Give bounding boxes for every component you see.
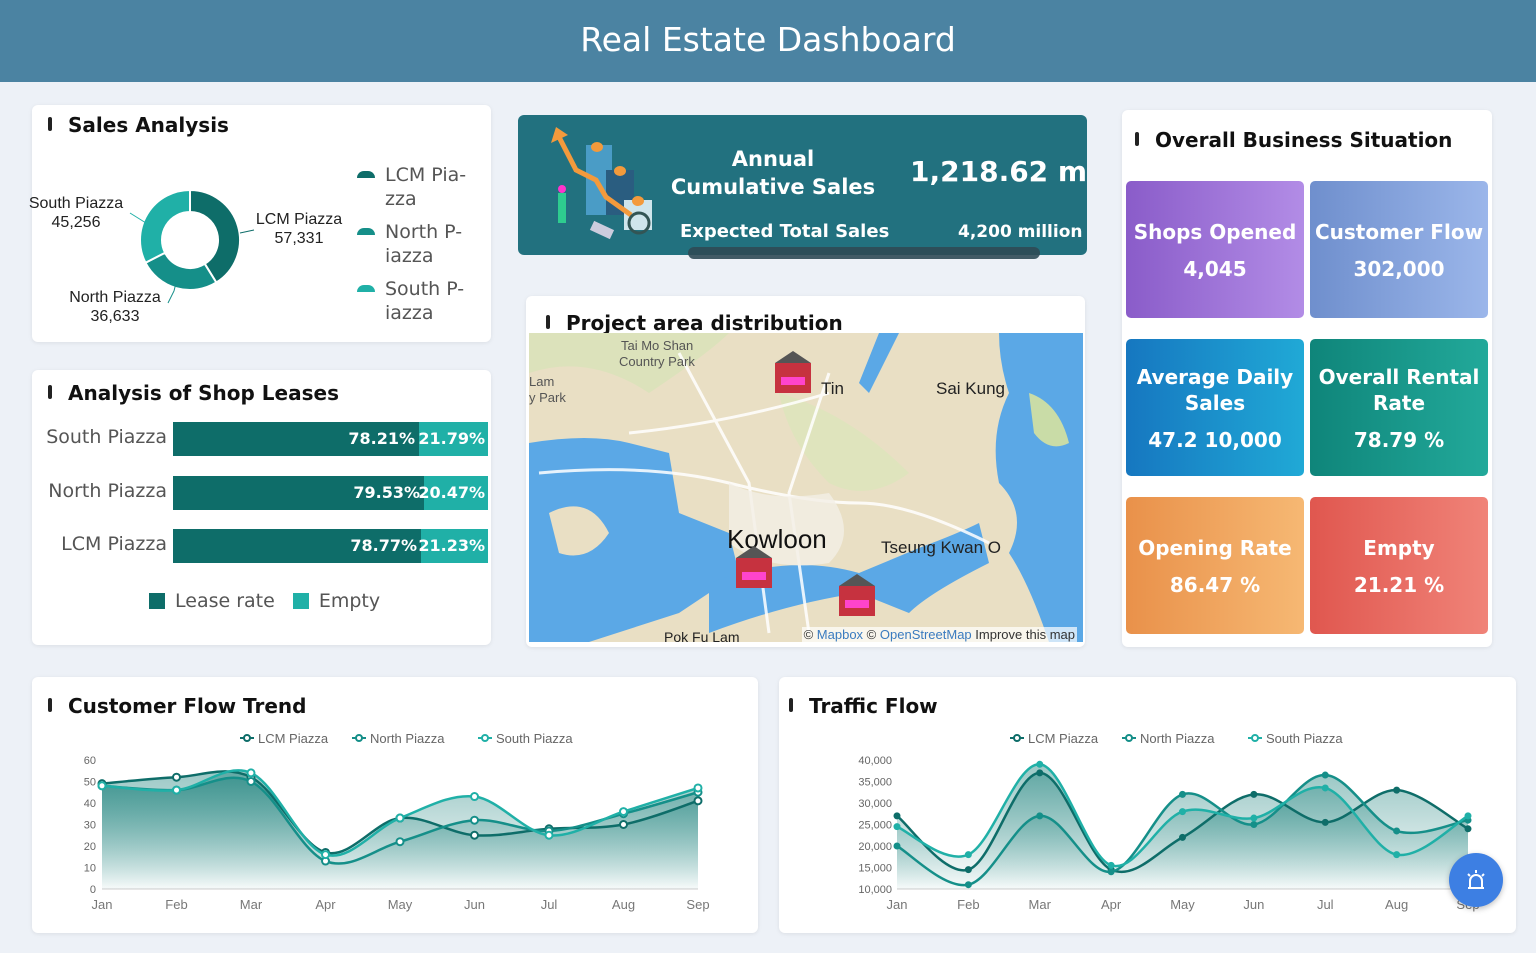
kpi-tile[interactable]: Empty 21.21 % (1310, 497, 1488, 634)
svg-text:Country Park: Country Park (619, 354, 695, 369)
svg-text:Tin: Tin (821, 379, 844, 398)
card-title: Analysis of Shop Leases (48, 381, 339, 405)
legend-marker-icon (357, 171, 375, 178)
mapbox-link[interactable]: Mapbox (816, 627, 864, 642)
expected-sales-label: Expected Total Sales (680, 221, 890, 242)
empty-bar[interactable]: 21.79% (418, 422, 488, 456)
svg-text:Tseung Kwan O: Tseung Kwan O (881, 538, 1001, 557)
expected-sales-value: 4,200 million (958, 222, 1083, 242)
card-title: Customer Flow Trend (47, 694, 307, 718)
sales-donut-chart (129, 188, 255, 304)
card-title: Project area distribution (546, 311, 843, 335)
empty-bar[interactable]: 21.23% (418, 529, 488, 563)
business-situation-card: Overall Business Situation Shops Opened 4… (1122, 110, 1492, 647)
growth-chart-illustration-icon (551, 127, 652, 240)
label-lcm: LCM Piazza 57,331 (255, 211, 343, 247)
mall-marker-icon (839, 574, 875, 616)
legend-marker-icon (357, 228, 375, 235)
label-north: North Piazza 36,633 (69, 289, 161, 325)
map-card: Project area distribution Tai Mo Shan Co… (526, 296, 1085, 647)
map-attribution: © Mapbox © OpenStreetMap Improve this ma… (801, 627, 1077, 642)
customer-flow-card: Customer Flow Trend (32, 677, 758, 933)
card-title: Overall Business Situation (1134, 128, 1453, 152)
mall-marker-icon (736, 546, 772, 588)
shop-leases-card: Analysis of Shop Leases South Piazza 78.… (32, 370, 491, 645)
improve-map-link[interactable]: Improve this map (975, 627, 1075, 642)
label-south: South Piazza 45,256 (28, 195, 124, 231)
alarm-fab-button[interactable] (1449, 853, 1503, 907)
lease-swatch-icon (149, 593, 165, 609)
svg-text:Sai Kung: Sai Kung (936, 379, 1005, 398)
svg-text:Lam: Lam (529, 374, 554, 389)
banner-title-2: Cumulative Sales (670, 175, 876, 199)
lease-bar[interactable]: 78.21% (173, 422, 419, 456)
banner-scrollbar[interactable] (688, 247, 1040, 259)
legend-lease[interactable]: Lease rate Empty (149, 590, 380, 612)
traffic-flow-card: Traffic Flow (779, 677, 1516, 933)
banner-title-1: Annual (731, 147, 815, 171)
kpi-tile[interactable]: Average Daily Sales 47.2 10,000 (1126, 339, 1304, 476)
svg-text:Kowloon: Kowloon (727, 524, 827, 554)
card-title: Sales Analysis (48, 113, 229, 137)
card-title: Traffic Flow (789, 694, 938, 718)
lease-row-label: South Piazza (46, 426, 167, 448)
alarm-light-icon (1467, 870, 1485, 889)
kpi-tile[interactable]: Opening Rate 86.47 % (1126, 497, 1304, 634)
map-labels: Tai Mo Shan Country Park Lam y Park Tin … (529, 338, 1005, 642)
empty-bar[interactable]: 20.47% (418, 475, 488, 510)
kpi-tile[interactable]: Shops Opened 4,045 (1126, 181, 1304, 318)
legend-marker-icon (357, 285, 375, 292)
map-canvas[interactable]: Tai Mo Shan Country Park Lam y Park Tin … (529, 333, 1083, 642)
svg-text:y Park: y Park (529, 390, 566, 405)
dashboard-header: Real Estate Dashboard (0, 0, 1536, 82)
osm-link[interactable]: OpenStreetMap (879, 627, 972, 642)
kpi-tile[interactable]: Customer Flow 302,000 (1310, 181, 1488, 318)
map-place-label: Tai Mo Shan (621, 338, 693, 353)
sales-analysis-card: Sales Analysis South Piazza 45,256 LCM Pi… (29, 105, 491, 342)
donut-slice-south-piazza[interactable] (139, 188, 191, 265)
mall-marker-icon (775, 351, 811, 393)
empty-swatch-icon (292, 593, 309, 609)
lease-row-label: North Piazza (48, 479, 167, 502)
svg-text:Pok Fu Lam: Pok Fu Lam (664, 629, 739, 642)
page-title: Real Estate Dashboard (580, 20, 956, 59)
annual-sales-banner: Annual Cumulative Sales 1,218.62 milli Ex… (518, 115, 1087, 255)
lease-bar[interactable]: 78.77% (173, 529, 421, 563)
lease-bar[interactable]: 79.53% (173, 475, 424, 510)
annual-sales-value: 1,218.62 milli (910, 155, 1087, 188)
map-view[interactable]: Tai Mo Shan Country Park Lam y Park Tin … (529, 333, 1083, 642)
kpi-tile[interactable]: Overall Rental Rate 78.79 % (1310, 339, 1488, 476)
lease-row-label: LCM Piazza (61, 533, 167, 555)
donut-slice-lcm-piazza[interactable] (189, 188, 241, 284)
